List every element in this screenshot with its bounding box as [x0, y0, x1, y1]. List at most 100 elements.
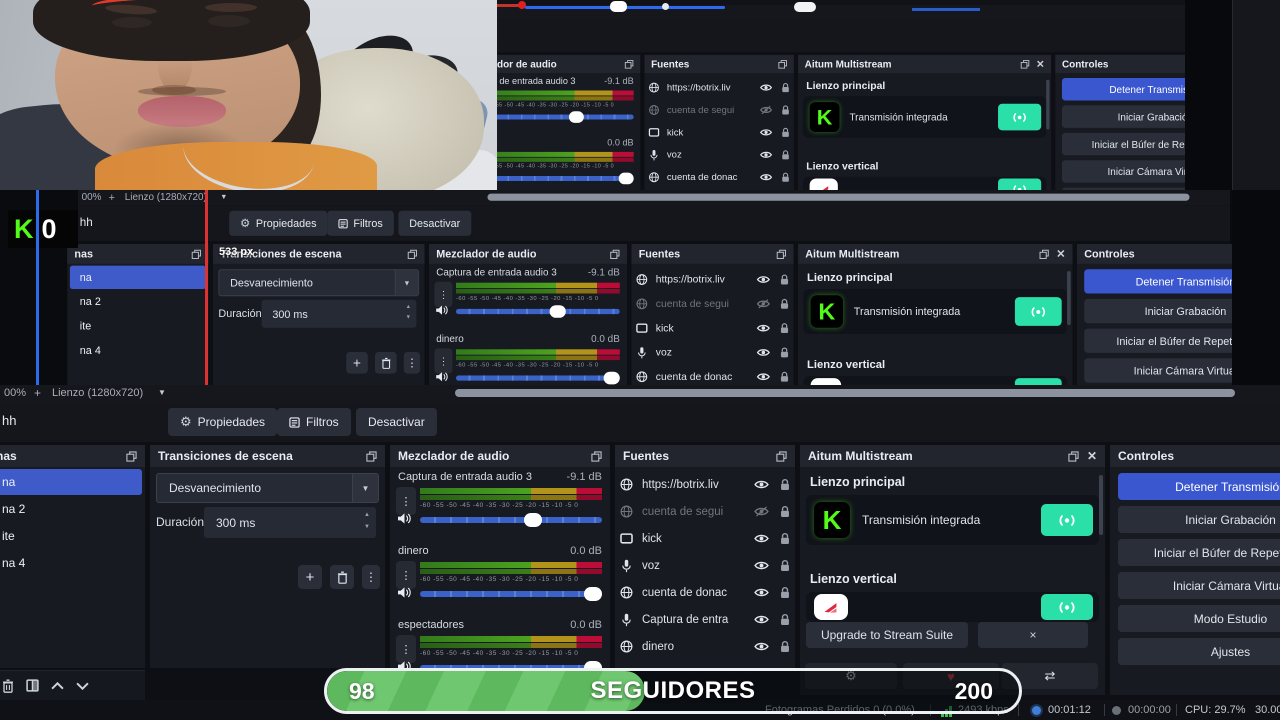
scene-item[interactable]: na 4 [0, 550, 142, 576]
popout-icon[interactable] [126, 450, 137, 462]
visibility-icon[interactable] [756, 275, 771, 285]
popout-icon[interactable] [191, 249, 201, 259]
source-row[interactable]: cuenta de donac [619, 579, 791, 606]
filters-button[interactable]: Filtros [327, 210, 394, 236]
virtual-camera-button[interactable]: Iniciar Cámara Virtual [1084, 358, 1232, 383]
visibility-icon[interactable] [759, 83, 773, 92]
horizontal-scrollbar[interactable] [455, 389, 1235, 397]
virtual-camera-button[interactable]: Iniciar Cámara Virtual [1118, 572, 1280, 599]
scene-item[interactable]: ite [70, 314, 206, 337]
source-row[interactable]: cuenta de segui [648, 99, 791, 121]
volume-slider[interactable] [497, 111, 634, 123]
transition-select[interactable]: Desvanecimiento ▼ [156, 473, 379, 503]
popout-icon[interactable] [407, 249, 417, 259]
volume-slider[interactable] [497, 172, 634, 185]
speaker-icon[interactable] [397, 512, 412, 528]
source-row[interactable]: voz [648, 144, 791, 166]
properties-button[interactable]: ⚙ Propiedades [229, 210, 328, 236]
source-row[interactable]: kick [648, 121, 791, 143]
channel-menu-button[interactable]: ⋮ [396, 635, 416, 663]
scene-item[interactable]: na [69, 265, 206, 289]
studio-mode-button[interactable]: Modo Estudio [1118, 605, 1280, 632]
visibility-icon[interactable] [754, 587, 769, 598]
slider-handle[interactable] [523, 513, 542, 527]
lock-icon[interactable] [779, 346, 790, 359]
slider-handle[interactable] [603, 371, 620, 385]
source-row[interactable]: https://botrix.liv [635, 267, 790, 291]
visibility-icon[interactable] [754, 533, 769, 544]
popout-icon[interactable] [778, 59, 787, 69]
visibility-icon[interactable] [756, 323, 771, 333]
start-recording-button[interactable]: Iniciar Grabación [1084, 298, 1232, 324]
slider-handle[interactable] [583, 587, 602, 601]
duration-input[interactable]: 300 ms ▲ ▼ [261, 299, 417, 328]
canvas-caret-icon[interactable]: ▼ [220, 192, 228, 201]
speaker-icon[interactable] [397, 660, 412, 668]
virtual-camera-button[interactable]: Iniciar Cámara Virtual [1061, 160, 1185, 183]
popout-icon[interactable] [610, 249, 620, 259]
source-row[interactable]: https://botrix.liv [619, 471, 791, 498]
lock-icon[interactable] [779, 559, 791, 573]
lock-icon[interactable] [779, 478, 791, 492]
channel-menu-button[interactable]: ⋮ [434, 281, 453, 307]
visibility-icon[interactable] [759, 173, 773, 182]
live-toggle-button[interactable] [998, 103, 1042, 131]
deactivate-button[interactable]: Desactivar [398, 210, 472, 236]
panel-scrollbar[interactable] [1067, 271, 1071, 325]
deactivate-button[interactable]: Desactivar [356, 408, 437, 436]
chevron-up-icon[interactable] [51, 681, 64, 690]
visibility-off-icon[interactable] [756, 299, 771, 309]
visibility-icon[interactable] [756, 348, 771, 358]
aitum-share-button[interactable]: ⇄ [1002, 663, 1098, 689]
source-row[interactable]: kick [635, 316, 790, 340]
slider-handle[interactable] [549, 305, 566, 318]
chevron-down-icon[interactable] [76, 682, 89, 690]
transition-select[interactable]: Desvanecimiento ▼ [218, 269, 420, 297]
visibility-off-icon[interactable] [759, 105, 773, 115]
lock-icon[interactable] [779, 505, 791, 519]
lock-icon[interactable] [781, 82, 791, 94]
visibility-icon[interactable] [754, 560, 769, 571]
source-row[interactable]: kick [619, 525, 791, 552]
slider-handle[interactable] [618, 172, 634, 185]
volume-slider[interactable] [456, 371, 620, 385]
lock-icon[interactable] [779, 586, 791, 600]
scene-item[interactable]: na [0, 469, 142, 495]
speaker-icon[interactable] [435, 304, 449, 318]
stop-streaming-button[interactable]: Detener Transmisión [1084, 269, 1232, 294]
duration-input[interactable]: 300 ms ▲ ▼ [204, 507, 376, 538]
channel-menu-button[interactable]: ⋮ [396, 561, 416, 589]
lock-icon[interactable] [781, 127, 791, 139]
source-row[interactable]: cuenta de segui [619, 498, 791, 525]
volume-slider[interactable] [456, 305, 620, 318]
slider-handle[interactable] [568, 111, 584, 123]
lock-icon[interactable] [781, 149, 791, 161]
visibility-off-icon[interactable] [754, 506, 769, 517]
source-row[interactable]: cuenta de donac [648, 166, 791, 188]
horizontal-scrollbar[interactable] [487, 193, 1190, 201]
remove-transition-button[interactable] [330, 565, 354, 589]
replay-buffer-button[interactable]: Iniciar el Búfer de Repetición [1118, 539, 1280, 566]
properties-button[interactable]: ⚙ Propiedades [168, 408, 278, 436]
popout-icon[interactable] [624, 59, 634, 69]
live-toggle-button[interactable] [1041, 594, 1093, 620]
scene-item[interactable]: na 2 [0, 496, 142, 522]
stop-streaming-button[interactable]: Detener Transmisión [1061, 78, 1185, 101]
start-recording-button[interactable]: Iniciar Grabación [1061, 105, 1185, 128]
visibility-icon[interactable] [754, 641, 769, 652]
source-row[interactable]: dinero [619, 633, 791, 660]
lock-icon[interactable] [779, 532, 791, 546]
lock-icon[interactable] [779, 613, 791, 627]
lock-icon[interactable] [779, 273, 790, 286]
duration-stepper[interactable]: ▲ ▼ [405, 304, 411, 321]
lock-icon[interactable] [781, 104, 791, 116]
lock-icon[interactable] [779, 322, 790, 335]
source-row[interactable]: voz [619, 552, 791, 579]
popout-icon[interactable] [1020, 59, 1030, 69]
popout-icon[interactable] [1068, 450, 1079, 462]
zoom-plus-button[interactable]: + [108, 190, 115, 204]
duration-stepper[interactable]: ▲ ▼ [364, 512, 370, 530]
source-row[interactable]: cuenta de segui [635, 292, 790, 316]
visibility-icon[interactable] [759, 150, 773, 159]
popout-icon[interactable] [776, 450, 787, 462]
